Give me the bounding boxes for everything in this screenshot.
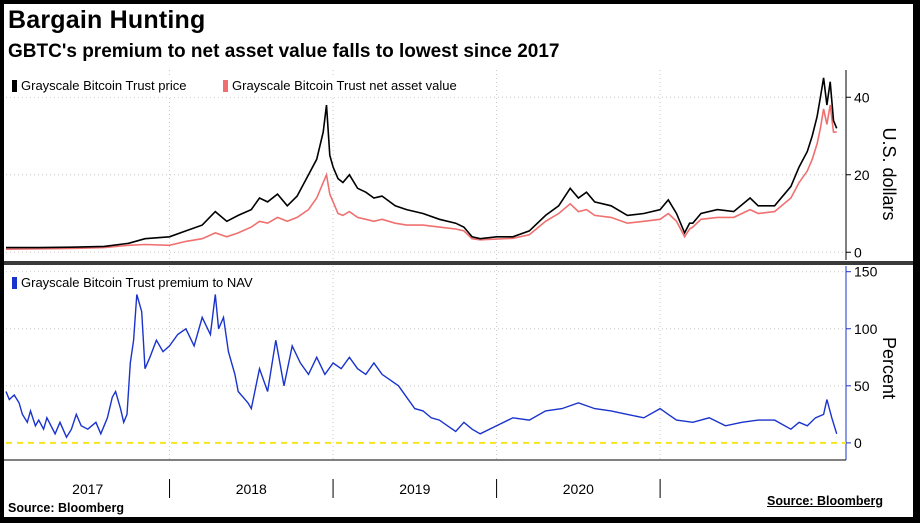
x-axis-year-label: 2019 — [399, 481, 430, 497]
x-axis: 2017 2018 2019 2020 — [4, 459, 846, 498]
x-axis-year-label: 2017 — [72, 481, 103, 497]
premium-y-tick-label: 0 — [854, 435, 862, 451]
nav-legend-label: Grayscale Bitcoin Trust net asset value — [232, 78, 457, 93]
price-panel: 0 20 40 U.S. dollars Grayscale Bitcoin Tru… — [5, 70, 899, 260]
premium-legend-swatch — [12, 277, 17, 289]
chart-title: Bargain Hunting — [8, 6, 206, 34]
premium-y-tick-label: 150 — [854, 264, 878, 280]
premium-panel: 0 50 100 150 Percent Grayscale Bitcoin Trus… — [5, 264, 899, 460]
price-legend-label: Grayscale Bitcoin Trust price — [21, 78, 186, 93]
source-note-left: Source: Bloomberg — [8, 501, 124, 515]
price-legend-swatch — [12, 80, 17, 92]
premium-legend-background — [8, 272, 288, 294]
panel-divider — [4, 261, 913, 265]
premium-y-axis-label: Percent — [879, 337, 899, 399]
x-axis-year-label: 2018 — [236, 481, 267, 497]
price-series-line — [6, 77, 838, 249]
premium-y-tick-label: 100 — [854, 321, 878, 337]
price-y-ticks: 0 20 40 — [846, 89, 870, 260]
source-note-right: Source: Bloomberg — [767, 494, 883, 508]
price-legend: Grayscale Bitcoin Trust price Grayscale … — [8, 75, 490, 97]
premium-series-line — [5, 294, 838, 439]
nav-legend-swatch — [223, 80, 228, 92]
premium-gridlines — [6, 266, 846, 460]
price-gridlines — [6, 70, 846, 260]
premium-y-tick-label: 50 — [854, 378, 870, 394]
price-y-tick-label: 40 — [854, 89, 870, 105]
chart-subtitle: GBTC's premium to net asset value falls … — [8, 41, 560, 62]
chart-canvas: 0 20 40 U.S. dollars Grayscale Bitcoin Tru… — [4, 70, 913, 498]
premium-legend-label: Grayscale Bitcoin Trust premium to NAV — [21, 275, 253, 290]
chart-card: Bargain Hunting GBTC's premium to net as… — [4, 4, 913, 517]
premium-legend: Grayscale Bitcoin Trust premium to NAV — [8, 272, 288, 294]
x-axis-year-label: 2020 — [563, 481, 594, 497]
price-y-tick-label: 0 — [854, 244, 862, 260]
price-y-axis-label: U.S. dollars — [879, 127, 899, 220]
nav-series-line — [5, 104, 837, 250]
price-legend-background — [8, 75, 490, 97]
price-series-group — [5, 77, 838, 250]
premium-y-ticks: 0 50 100 150 — [846, 264, 878, 451]
price-y-tick-label: 20 — [854, 167, 870, 183]
